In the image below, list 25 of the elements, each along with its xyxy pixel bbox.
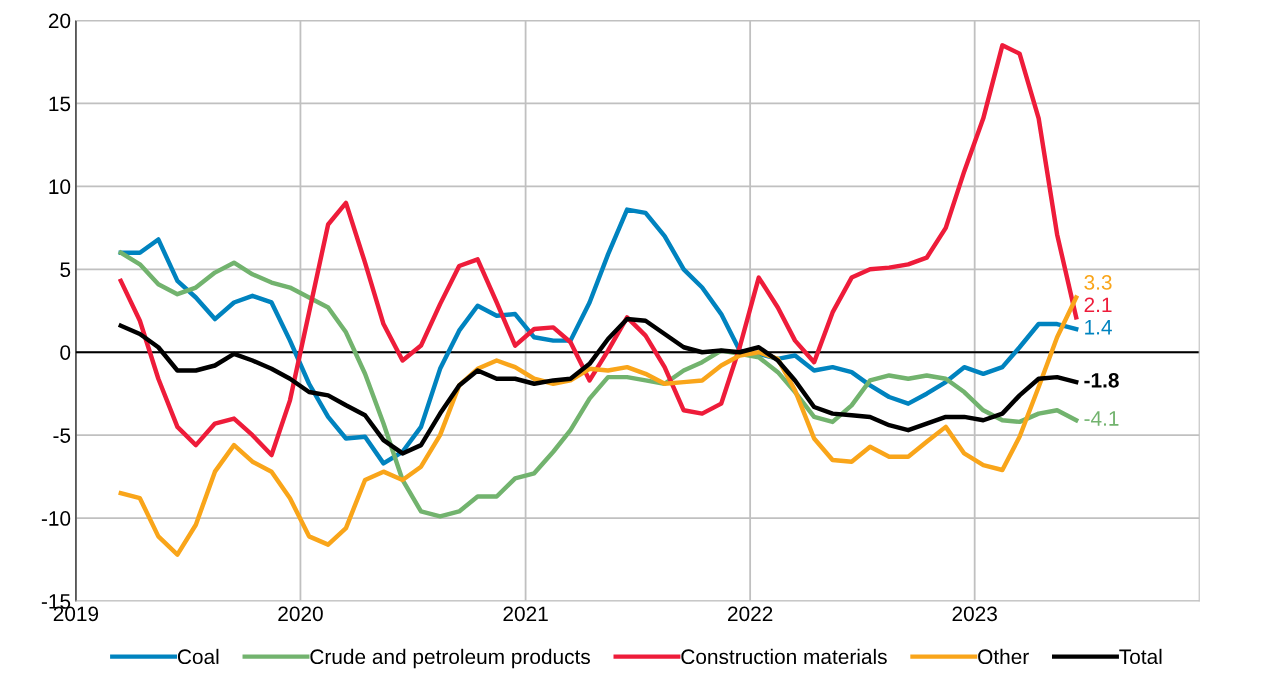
x-tick-label: 2022 xyxy=(728,606,773,622)
data-label: 3.3 xyxy=(1084,275,1112,290)
y-tick-label: -10 xyxy=(41,511,71,526)
data-label: 1.4 xyxy=(1085,320,1112,335)
legend-label: Other xyxy=(978,648,1029,665)
legend-label: Total xyxy=(1119,648,1162,665)
y-tick-label: 10 xyxy=(49,179,71,195)
line-series xyxy=(118,207,1079,466)
x-tick-label: 2020 xyxy=(278,606,323,622)
legend-label: Crude and petroleum products xyxy=(310,648,590,669)
line-series xyxy=(118,295,1079,557)
legend-label: Construction materials xyxy=(681,648,887,665)
data-label: 2.1 xyxy=(1084,297,1112,313)
y-tick-label: -5 xyxy=(53,428,71,443)
legend-label: Coal xyxy=(177,648,219,665)
y-tick-label: 15 xyxy=(49,96,71,112)
x-tick-label: 2023 xyxy=(952,606,997,622)
line-series xyxy=(118,43,1079,458)
x-tick-label: 2021 xyxy=(503,606,548,622)
y-tick-label: 20 xyxy=(48,13,71,29)
y-tick-label: 0 xyxy=(60,345,71,360)
y-tick-label: 5 xyxy=(60,262,71,278)
data-label: -4.1 xyxy=(1084,411,1119,426)
line-series xyxy=(118,250,1079,519)
data-label: -1.8 xyxy=(1084,372,1119,388)
